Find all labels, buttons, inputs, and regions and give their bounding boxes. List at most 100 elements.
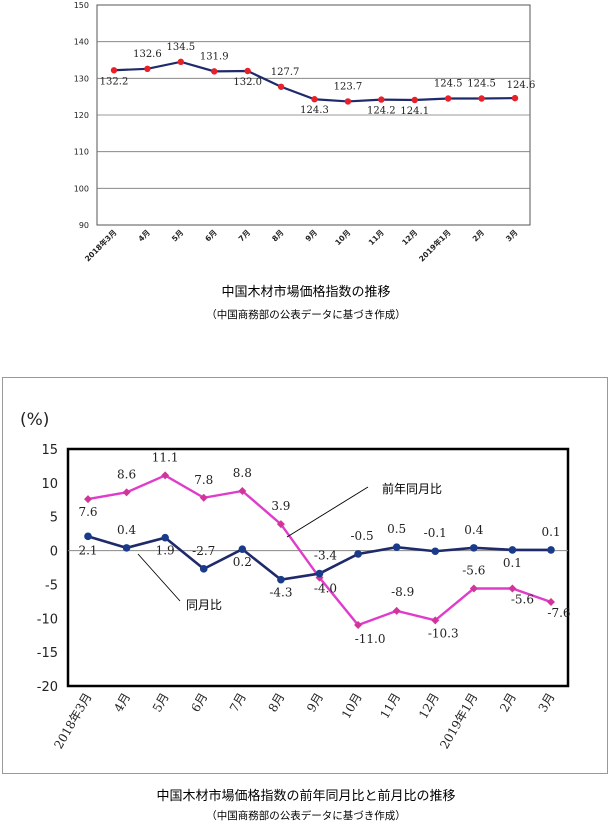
data-point-yoy (547, 598, 555, 607)
data-label-mom: 1.9 (156, 544, 175, 558)
legend-leader-yoy (286, 486, 369, 538)
data-point (277, 83, 285, 90)
y-tick-label: -20 (37, 680, 58, 695)
data-point-yoy (354, 621, 363, 630)
data-label-mom: 0.1 (503, 556, 522, 570)
data-label: 132.0 (233, 77, 262, 88)
data-point-yoy (122, 488, 131, 497)
x-tick-label: 10月 (333, 228, 352, 247)
x-tick-label: 6月 (203, 228, 218, 243)
x-tick-label: 3月 (504, 228, 519, 243)
y-tick-label: 10 (41, 477, 58, 492)
data-point (144, 65, 151, 73)
x-tick-label: 9月 (304, 228, 319, 243)
data-label: 124.3 (300, 105, 329, 116)
data-point-mom (508, 546, 517, 554)
data-point (344, 98, 352, 105)
data-point-mom (238, 545, 247, 554)
data-point-yoy (276, 520, 285, 529)
data-label-mom: -2.7 (192, 544, 215, 558)
y-tick-label: -15 (37, 646, 58, 661)
chart-yoy-mom: (%) 15 10 5 0 -5 -10 -15 -20 2018年3月 4月 5月 6月 7月 8月 9月 1… (0, 377, 612, 825)
x-tick-label: 12月 (400, 228, 419, 247)
data-point (110, 67, 118, 74)
data-point-mom (354, 550, 362, 558)
data-point (177, 58, 185, 66)
data-point-mom (84, 532, 92, 541)
data-label: 124.6 (507, 80, 536, 91)
chart-title: 中国木材市場価格指数の推移 (221, 284, 390, 300)
legend-yoy: 前年同月比 (382, 481, 442, 496)
data-label-mom: 0.4 (117, 523, 136, 537)
data-label-yoy: -10.3 (428, 626, 459, 640)
data-label: 132.6 (133, 49, 162, 60)
data-label-yoy: -5.6 (511, 592, 534, 606)
data-point-mom (392, 543, 401, 551)
data-point-yoy (431, 616, 440, 625)
x-tick-label: 11月 (367, 228, 386, 247)
data-point (511, 94, 519, 102)
data-label: 124.2 (367, 106, 396, 117)
data-label: 123.7 (334, 81, 363, 92)
data-label-yoy: 7.8 (194, 473, 213, 487)
data-label: 134.5 (167, 42, 196, 53)
y-tick-label: 15 (41, 443, 58, 458)
data-label-yoy: 3.9 (271, 499, 290, 513)
y-tick-label: 5 (50, 511, 58, 526)
data-point (244, 67, 251, 75)
data-point-mom (431, 547, 440, 556)
chart-subtitle: （中国商務部の公表データに基づき作成） (206, 308, 406, 321)
data-label-mom: -0.1 (424, 526, 447, 540)
data-point-yoy (392, 606, 401, 615)
data-point (444, 95, 452, 102)
data-label: 124.1 (400, 106, 429, 117)
data-label-mom: -4.3 (269, 586, 292, 600)
y-tick-label: 130 (74, 74, 89, 83)
y-tick-label: 110 (74, 148, 89, 157)
data-point-yoy (199, 493, 208, 502)
y-tick-label: -5 (45, 578, 58, 593)
data-label: 131.9 (200, 51, 229, 62)
chart-subtitle: （中国商務部の公表データに基づき作成） (206, 809, 406, 822)
chart-title: 中国木材市場価格指数の前年同月比と前月比の推移 (156, 788, 455, 804)
data-label: 127.7 (271, 67, 300, 78)
y-tick-label: 100 (74, 184, 89, 193)
data-label-yoy: 11.1 (152, 450, 179, 464)
x-tick-label: 4月 (136, 228, 151, 243)
x-tick-label: 8月 (270, 228, 285, 243)
data-point-yoy (238, 486, 247, 495)
data-label-yoy: 7.6 (78, 505, 97, 519)
y-tick-label: -10 (37, 612, 58, 627)
data-label-yoy: 8.8 (233, 466, 252, 480)
data-label-mom: 2.1 (78, 543, 97, 557)
data-point-mom (470, 544, 478, 552)
data-point (478, 95, 485, 102)
data-label-yoy: -4.0 (314, 582, 337, 596)
data-label: 124.5 (467, 79, 496, 90)
data-point-mom (161, 533, 169, 542)
y-axis-unit-label: (%) (20, 410, 49, 430)
data-point (311, 96, 318, 103)
data-label: 132.2 (100, 76, 129, 87)
data-point (211, 68, 218, 75)
data-point (378, 96, 385, 103)
chart-price-index: 150 140 130 120 110 100 90 2018年3月 4月 5月 6月 7月 8月 9月 1… (0, 0, 612, 330)
y-tick-label: 90 (79, 221, 89, 230)
data-label-mom: 0.1 (541, 525, 560, 539)
data-point-mom (277, 575, 285, 584)
y-tick-label: 120 (74, 111, 89, 120)
data-label-mom: 0.5 (387, 522, 406, 536)
x-tick-label: 2019年1月 (416, 227, 452, 263)
x-tick-label: 2018年3月 (82, 227, 118, 263)
data-point-mom (315, 569, 324, 578)
data-point-yoy (469, 584, 478, 593)
data-label-yoy: 8.6 (117, 467, 136, 481)
data-point-mom (199, 565, 208, 573)
data-label-mom: -0.5 (351, 529, 374, 543)
x-tick-label: 5月 (170, 228, 185, 243)
data-point-yoy (508, 584, 517, 593)
data-point (411, 96, 418, 104)
legend-mom: 同月比 (186, 598, 222, 612)
